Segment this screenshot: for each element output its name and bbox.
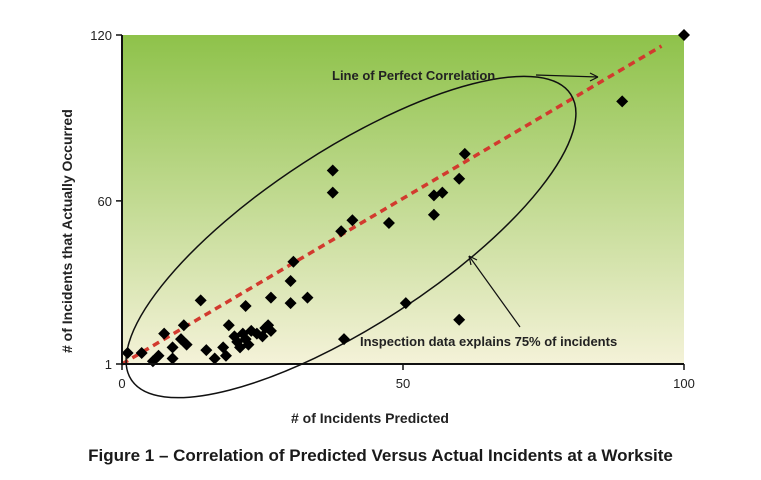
- data-point: [453, 313, 466, 326]
- data-point: [337, 333, 350, 346]
- data-point: [399, 297, 412, 310]
- data-point: [382, 217, 395, 229]
- data-point: [222, 319, 235, 332]
- data-point: [200, 344, 213, 357]
- data-point: [287, 255, 300, 268]
- reference-line-arrow: [535, 74, 599, 78]
- data-point: [121, 346, 134, 359]
- y-tick-label: 60: [98, 194, 112, 209]
- data-point: [453, 172, 466, 185]
- data-point: [427, 208, 440, 221]
- data-point: [301, 291, 314, 304]
- data-point: [678, 29, 690, 41]
- data-point: [219, 349, 232, 362]
- data-point: [264, 324, 277, 337]
- data-point: [326, 186, 339, 199]
- x-tick-label: 50: [396, 376, 410, 391]
- data-point: [177, 319, 190, 332]
- data-point: [239, 299, 252, 312]
- data-point: [326, 164, 339, 177]
- data-point: [284, 275, 297, 288]
- data-point: [208, 352, 221, 365]
- perfect-correlation-line: [121, 44, 663, 366]
- reference-line-arrowhead: [589, 72, 599, 82]
- data-point: [242, 338, 255, 351]
- ellipse-arrow: [468, 255, 521, 328]
- data-point: [264, 291, 277, 304]
- x-axis-title: # of Incidents Predicted: [291, 410, 449, 426]
- y-tick-label: 1: [105, 357, 112, 372]
- reference-line-label: Line of Perfect Correlation: [332, 68, 495, 83]
- y-tick-label: 120: [90, 28, 112, 43]
- correlation-ellipse: [125, 75, 577, 399]
- data-point: [458, 147, 471, 160]
- data-point: [346, 214, 359, 227]
- data-point: [166, 352, 179, 365]
- data-point: [158, 327, 171, 340]
- scatter-chart: 0 50 100 1 60 120 Line of Perfect Correlation…: [59, 28, 695, 426]
- data-point: [284, 297, 297, 310]
- data-point: [436, 186, 449, 199]
- x-tick-label: 100: [673, 376, 695, 391]
- ellipse-label: Inspection data explains 75% of incident…: [360, 334, 617, 349]
- data-point: [166, 341, 179, 354]
- ellipse-arrowhead: [468, 255, 478, 266]
- data-point: [194, 294, 207, 307]
- x-tick-label: 0: [118, 376, 125, 391]
- y-axis-title: # of Incidents that Actually Occurred: [59, 109, 75, 353]
- data-point: [152, 349, 165, 362]
- data-point: [180, 338, 193, 351]
- data-point: [245, 324, 258, 337]
- data-point: [335, 225, 348, 238]
- data-point: [616, 95, 629, 108]
- figure-caption: Figure 1 – Correlation of Predicted Vers…: [88, 446, 673, 465]
- data-point: [135, 346, 148, 359]
